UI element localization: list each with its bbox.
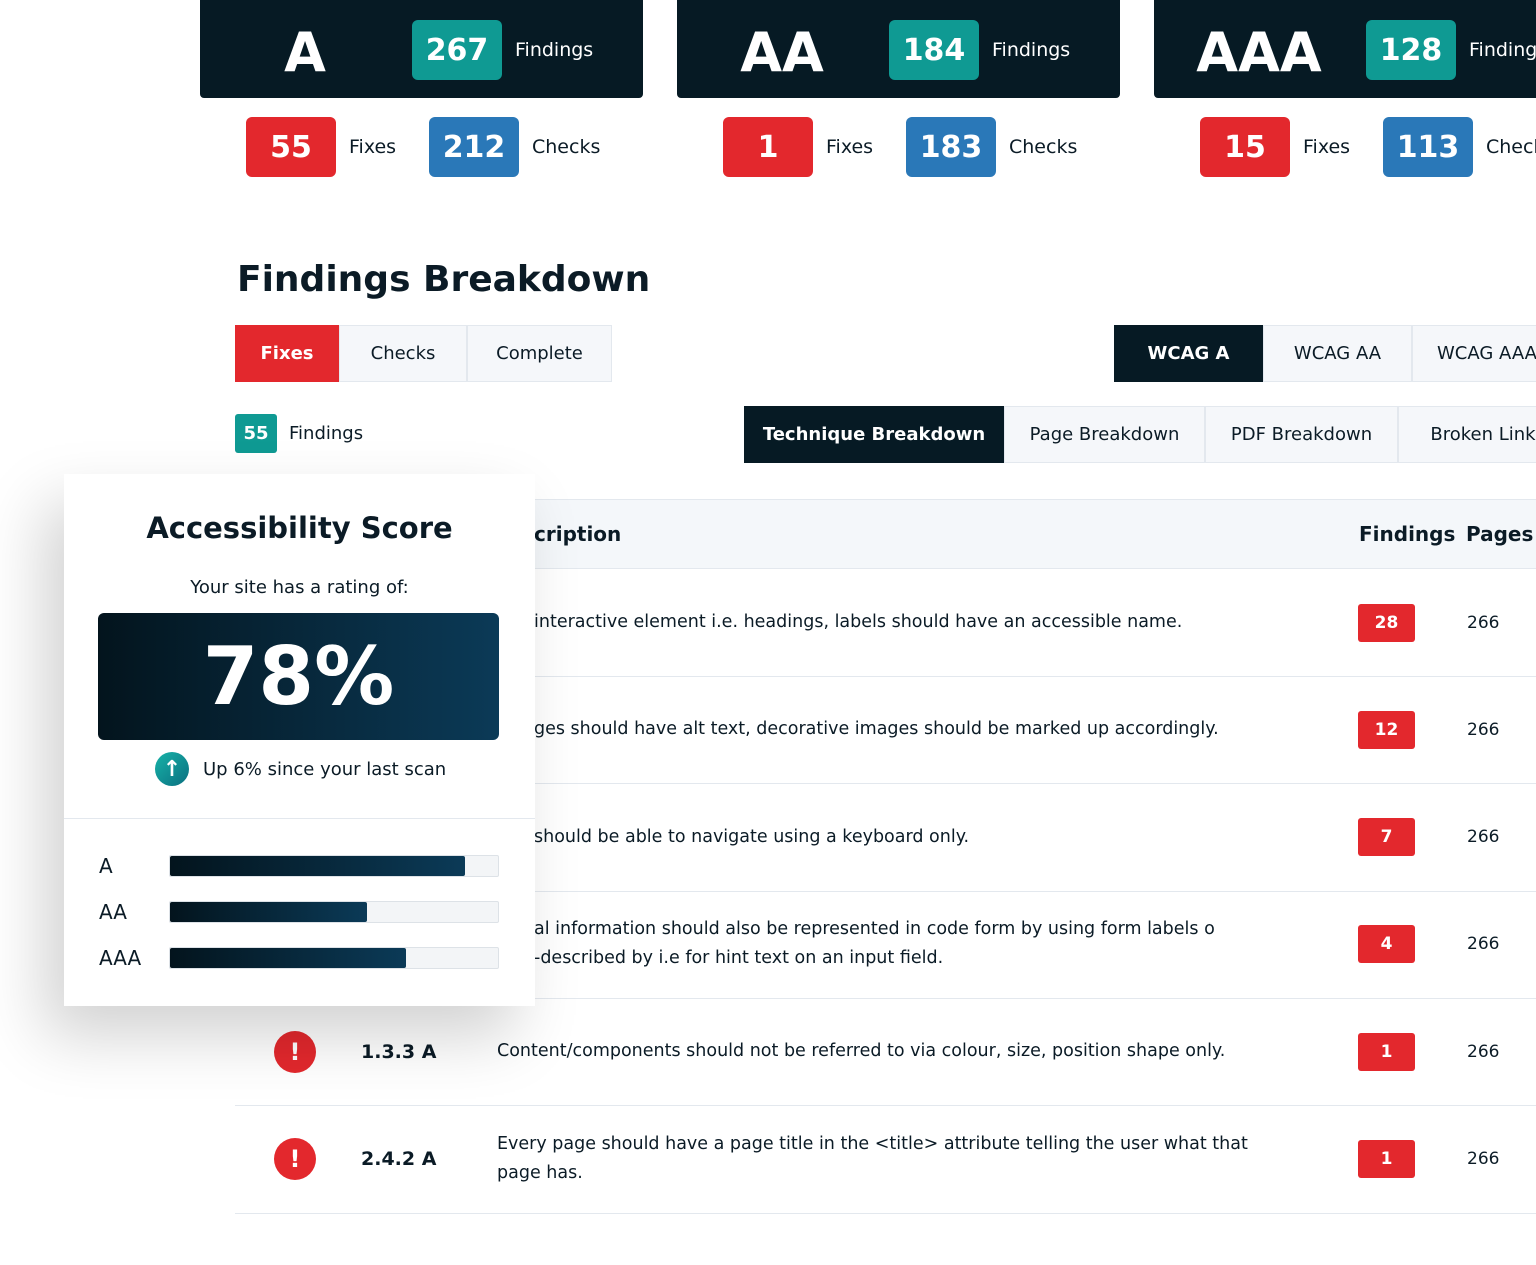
description: ges should have alt text, decorative ima… [534, 676, 1294, 783]
checks-label: Checks [532, 136, 601, 158]
row-divider [235, 1105, 1536, 1107]
checks-label: Checks [1486, 136, 1536, 158]
findings-badge: 184 [889, 20, 979, 80]
description: interactive element i.e. headings, label… [534, 569, 1294, 676]
findings-badge: 7 [1358, 818, 1415, 857]
level-label: A [284, 20, 326, 84]
card-subtitle: Your site has a rating of: [190, 576, 409, 598]
level-header [1154, 0, 1536, 98]
pages-count: 266 [1467, 1149, 1500, 1169]
findings-badge: 128 [1366, 20, 1456, 80]
section-title: Findings Breakdown [237, 258, 651, 300]
fixes-badge: 15 [1200, 117, 1290, 177]
score-card: Accessibility Score Your site has a ratin… [64, 474, 535, 1006]
score-box: 78% [98, 613, 499, 740]
description-line: al information should also be represente… [534, 919, 1215, 940]
tab[interactable]: PDF Breakdown [1205, 406, 1398, 463]
pages-count: 266 [1467, 827, 1500, 848]
description-line: Content/components should not be referre… [497, 1041, 1226, 1062]
tab[interactable]: Checks [339, 325, 467, 382]
findings-badge: 4 [1358, 925, 1415, 964]
row-divider [235, 783, 1536, 785]
bar-fill [170, 948, 407, 968]
header-pages: Pages [1466, 522, 1534, 546]
count-label: Findings [289, 423, 364, 444]
bar-track [169, 901, 499, 923]
fixes-badge: 1 [723, 117, 813, 177]
fixes-label: Fixes [826, 136, 874, 158]
level-label: AA [740, 20, 824, 84]
bar-label: A [99, 854, 113, 878]
level-label: AAA [1196, 20, 1322, 84]
description-line: -described by i.e for hint text on an in… [534, 948, 944, 969]
trend-text: Up 6% since your last scan [203, 758, 447, 780]
findings-badge: 267 [412, 20, 502, 80]
error-icon: ! [274, 1030, 316, 1073]
row-divider [235, 1212, 1536, 1214]
header-findings: Findings [1359, 522, 1456, 546]
findings-label: Findings [1469, 39, 1536, 61]
description: should be able to navigate using a keybo… [534, 784, 1294, 891]
checks-badge: 183 [906, 117, 996, 177]
bar-fill [170, 902, 367, 922]
row-divider [235, 890, 1536, 892]
checks-badge: 113 [1383, 117, 1473, 177]
description: Every page should have a page title in t… [497, 1106, 1257, 1213]
fixes-badge: 55 [246, 117, 336, 177]
findings-badge: 1 [1358, 1140, 1415, 1178]
description-line: interactive element i.e. headings, label… [534, 612, 1183, 632]
pages-count: 266 [1467, 719, 1500, 740]
row-divider [235, 676, 1536, 677]
findings-label: Findings [992, 39, 1071, 61]
tab[interactable]: Technique Breakdown [744, 406, 1004, 463]
trend-icon: ↑ [155, 752, 189, 786]
tab[interactable]: Page Breakdown [1004, 406, 1205, 463]
description-line: should be able to navigate using a keybo… [534, 826, 970, 847]
bar-fill [170, 856, 466, 876]
tab[interactable]: WCAG A [1114, 325, 1263, 382]
bar-track [169, 947, 499, 969]
count-badge: 55 [235, 414, 277, 453]
description: al information should also be represente… [534, 891, 1294, 998]
tab[interactable]: Broken Link [1398, 406, 1536, 463]
fixes-label: Fixes [349, 136, 397, 158]
description-line: ges should have alt text, decorative ima… [534, 719, 1219, 740]
fixes-label: Fixes [1303, 136, 1351, 158]
findings-badge: 28 [1358, 603, 1415, 642]
tab[interactable]: WCAG AAA [1412, 325, 1536, 382]
criterion: 1.3.3 A [361, 1040, 437, 1063]
bar-label: AAA [99, 946, 142, 970]
checks-label: Checks [1009, 136, 1078, 158]
tab[interactable]: WCAG AA [1263, 325, 1412, 382]
bar-label: AA [99, 900, 127, 924]
findings-badge: 1 [1358, 1032, 1415, 1071]
pages-count: 266 [1467, 934, 1500, 955]
error-icon: ! [274, 1138, 316, 1180]
description-line: page has. [497, 1163, 583, 1183]
bar-track [169, 855, 499, 877]
tab[interactable]: Complete [467, 325, 612, 382]
findings-label: Findings [515, 39, 594, 61]
description: Content/components should not be referre… [497, 998, 1257, 1105]
checks-badge: 212 [429, 117, 519, 177]
row-divider [235, 997, 1536, 999]
divider [64, 818, 535, 819]
pages-count: 266 [1467, 612, 1500, 633]
card-title: Accessibility Score [146, 511, 453, 545]
header-description: cription [534, 522, 622, 546]
criterion: 2.4.2 A [361, 1148, 437, 1170]
tab[interactable]: Fixes [235, 325, 339, 382]
pages-count: 266 [1467, 1041, 1500, 1062]
description-line: Every page should have a page title in t… [497, 1134, 1248, 1154]
findings-badge: 12 [1358, 710, 1415, 749]
